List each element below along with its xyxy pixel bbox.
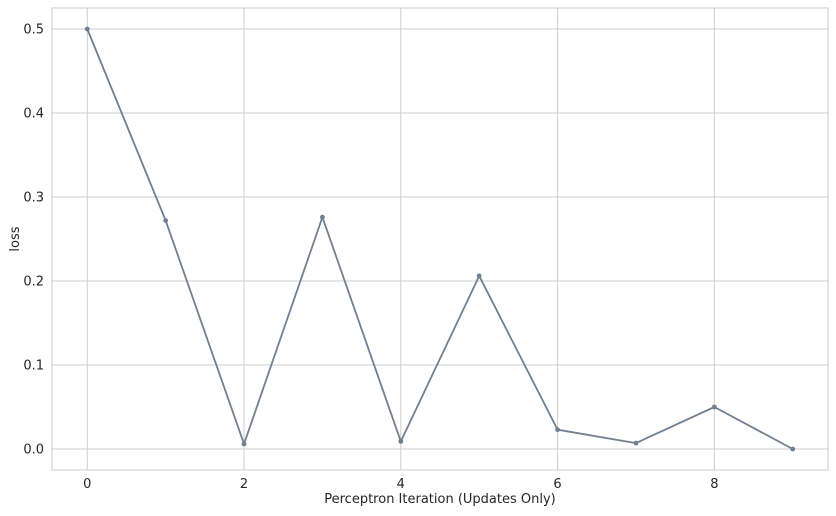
- x-tick-label: 4: [397, 477, 405, 492]
- y-tick-label: 0.3: [23, 191, 44, 206]
- x-axis-label: Perceptron Iteration (Updates Only): [324, 492, 556, 507]
- y-axis-label: loss: [8, 226, 23, 251]
- x-tick-label: 2: [240, 477, 248, 492]
- data-point: [555, 427, 560, 433]
- y-tick-label: 0.5: [23, 23, 44, 38]
- data-point: [320, 214, 325, 220]
- data-point: [711, 404, 717, 410]
- y-tick-label: 0.4: [23, 107, 44, 122]
- series-line: [86, 28, 794, 450]
- y-tick-label: 0.0: [23, 443, 44, 458]
- data-point: [163, 218, 169, 223]
- data-point: [633, 440, 639, 446]
- x-tick-label: 0: [83, 477, 91, 492]
- y-tick-labels: 0.0 0.1 0.2 0.3 0.4 0.5: [23, 23, 44, 458]
- series-layer: [84, 26, 796, 452]
- x-tick-label: 8: [710, 477, 718, 492]
- x-tick-label: 6: [553, 477, 561, 492]
- y-tick-label: 0.1: [23, 359, 44, 374]
- y-tick-label: 0.2: [23, 275, 44, 290]
- grid-lines: [52, 8, 828, 470]
- data-point: [241, 441, 247, 447]
- plot-background: [52, 8, 828, 470]
- plot-frame: [51, 7, 829, 471]
- data-point: [84, 26, 90, 32]
- data-point: [790, 446, 796, 452]
- data-point: [476, 273, 482, 279]
- x-tick-labels: 0 2 4 6 8: [83, 477, 718, 492]
- data-point: [398, 439, 404, 444]
